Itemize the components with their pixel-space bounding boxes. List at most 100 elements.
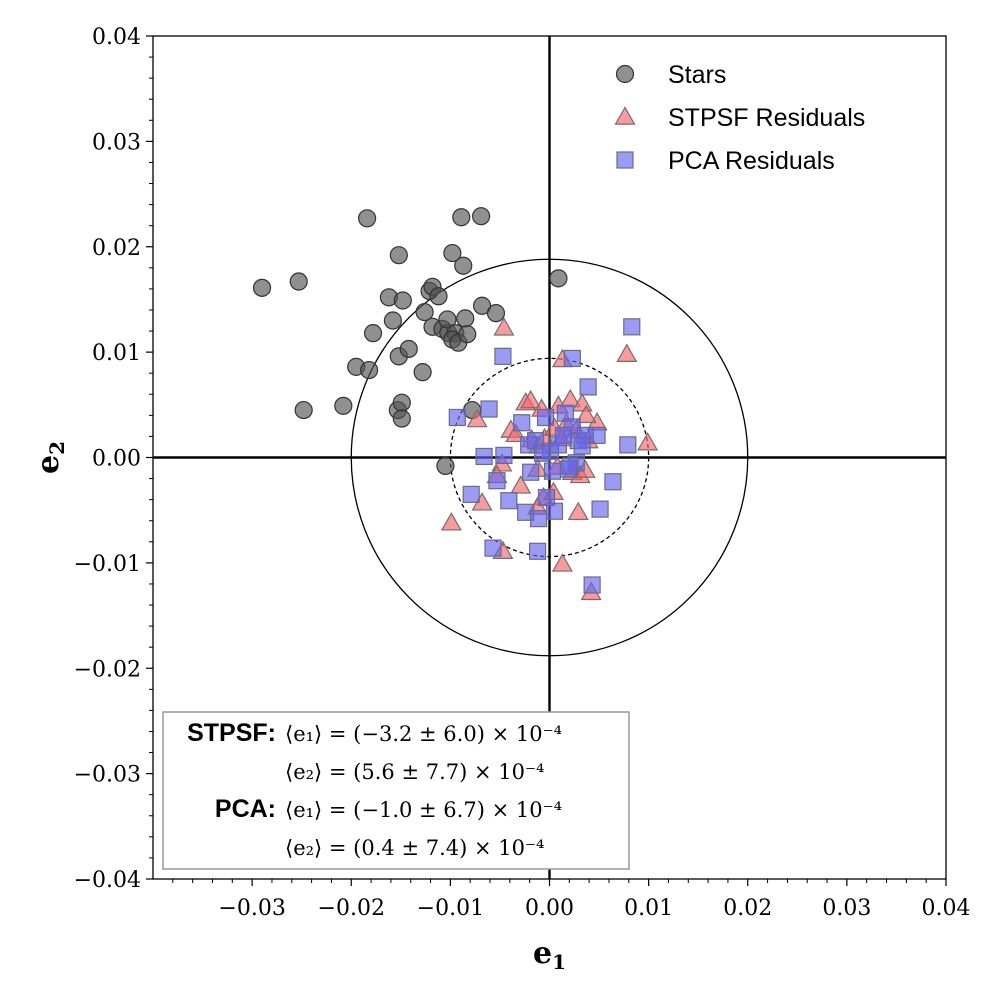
stpsf-residuals-point (551, 553, 573, 572)
pca-residuals-point (573, 437, 591, 455)
pca-residuals-point (529, 542, 547, 560)
y-tick-label: −0.02 (74, 657, 141, 682)
stars-point (438, 310, 457, 329)
legend-marker-stpsf-residuals (614, 106, 636, 125)
stpsf-residuals-point (616, 343, 638, 362)
x-tick-label: −0.03 (218, 896, 285, 921)
x-tick-label: 0.03 (822, 896, 871, 921)
stats-box: STPSF: ⟨e₁⟩ = (−3.2 ± 6.0) × 10⁻⁴ ⟨e₂⟩ = (… (162, 711, 630, 870)
stats-label: STPSF: (187, 719, 276, 747)
stars-point (486, 304, 506, 323)
stars-point (452, 208, 471, 227)
stars-point (358, 209, 377, 228)
pca-residuals-point (536, 408, 555, 427)
stpsf-residuals-point (637, 432, 659, 451)
data-points (252, 207, 659, 601)
pca-residuals-point (495, 446, 513, 464)
stpsf-residuals-point (520, 389, 542, 409)
stars-point (443, 243, 462, 263)
y-axis-label-main: e (31, 455, 66, 474)
stars-point (363, 324, 383, 343)
pca-residuals-point (484, 539, 502, 557)
stars-point (472, 296, 492, 315)
stpsf-residuals-point (466, 408, 488, 428)
y-tick-label: 0.00 (92, 447, 141, 472)
pca-residuals-point (545, 502, 564, 520)
stars-point (289, 272, 308, 291)
pca-residuals-point (500, 492, 518, 510)
x-tick-label: −0.01 (417, 896, 484, 921)
legend-item-stars: Stars (615, 61, 726, 89)
pca-residuals-point (533, 444, 552, 462)
legend-label: Stars (668, 61, 726, 89)
y-axis-label-sub: 2 (45, 441, 69, 455)
pca-residuals-point (604, 473, 622, 491)
x-axis-label: e1 (533, 936, 566, 974)
legend-label: STPSF Residuals (668, 104, 865, 132)
stats-box-frame (162, 711, 630, 870)
pca-residuals-point (448, 408, 466, 427)
x-tick-label: −0.02 (318, 896, 385, 921)
x-tick-label: 0.00 (525, 896, 574, 921)
y-tick-label: 0.02 (92, 236, 141, 261)
stpsf-residuals-point (567, 501, 589, 521)
pca-residuals-point (488, 472, 506, 490)
axis-ticks: −0.03 −0.02 −0.01 0.00 0.01 0.02 0.03 0.04 0.04 0… (74, 25, 971, 921)
legend: Stars STPSF Residuals PCA Residuals (614, 61, 865, 175)
stars-point (252, 278, 272, 297)
stpsf-residuals-point (575, 404, 597, 424)
stats-line: ⟨e₁⟩ = (−1.0 ± 6.7) × 10⁻⁴ (285, 798, 562, 822)
pca-residuals-point (522, 463, 540, 481)
legend-marker-pca-residuals (616, 151, 634, 169)
pca-residuals-point (513, 414, 531, 432)
x-tick-label: 0.01 (624, 896, 673, 921)
pca-residuals-point (529, 510, 548, 528)
legend-item-pca-residuals: PCA Residuals (616, 147, 835, 175)
stars-point (454, 256, 473, 275)
x-tick-label: 0.02 (723, 896, 772, 921)
x-axis-label-main: e (533, 936, 552, 971)
legend-item-stpsf-residuals: STPSF Residuals (614, 104, 865, 132)
stars-point (294, 400, 313, 420)
y-tick-label: 0.04 (92, 25, 141, 50)
stars-point (429, 287, 448, 306)
y-tick-label: 0.03 (92, 130, 141, 155)
stars-point (359, 360, 379, 380)
series-stars (252, 207, 568, 476)
pca-residuals-point (480, 400, 498, 418)
stars-point (549, 269, 568, 288)
y-tick-label: 0.01 (92, 341, 141, 366)
stars-point (456, 309, 475, 328)
pca-residuals-point (591, 500, 609, 518)
stars-point (472, 207, 491, 226)
stars-point (392, 393, 411, 412)
stars-point (413, 363, 432, 382)
pca-residuals-point (579, 378, 597, 396)
stars-point (393, 291, 412, 310)
pca-residuals-point (475, 447, 493, 466)
y-axis-label: e2 (31, 441, 69, 474)
stars-point (436, 456, 455, 476)
pca-residuals-point (554, 426, 572, 444)
y-tick-label: −0.01 (74, 552, 141, 577)
stars-point (392, 409, 411, 428)
stpsf-residuals-point (510, 475, 532, 494)
legend-marker-stars (615, 64, 635, 84)
stpsf-residuals-point (493, 317, 515, 336)
pca-residuals-point (462, 485, 480, 503)
y-tick-label: −0.04 (74, 868, 141, 893)
pca-residuals-point (563, 349, 581, 368)
stars-point (334, 396, 353, 415)
x-tick-label: 0.04 (922, 896, 971, 921)
pca-residuals-point (559, 460, 577, 478)
pca-residuals-point (623, 318, 641, 336)
stats-line: ⟨e₂⟩ = (5.6 ± 7.7) × 10⁻⁴ (285, 760, 544, 784)
stars-point (458, 325, 477, 344)
x-axis-label-sub: 1 (552, 950, 566, 974)
stars-point (399, 339, 418, 359)
stars-point (383, 311, 402, 330)
series-pca-residuals (448, 318, 641, 594)
stats-line: ⟨e₁⟩ = (−3.2 ± 6.0) × 10⁻⁴ (285, 722, 562, 746)
stars-point (415, 302, 434, 322)
